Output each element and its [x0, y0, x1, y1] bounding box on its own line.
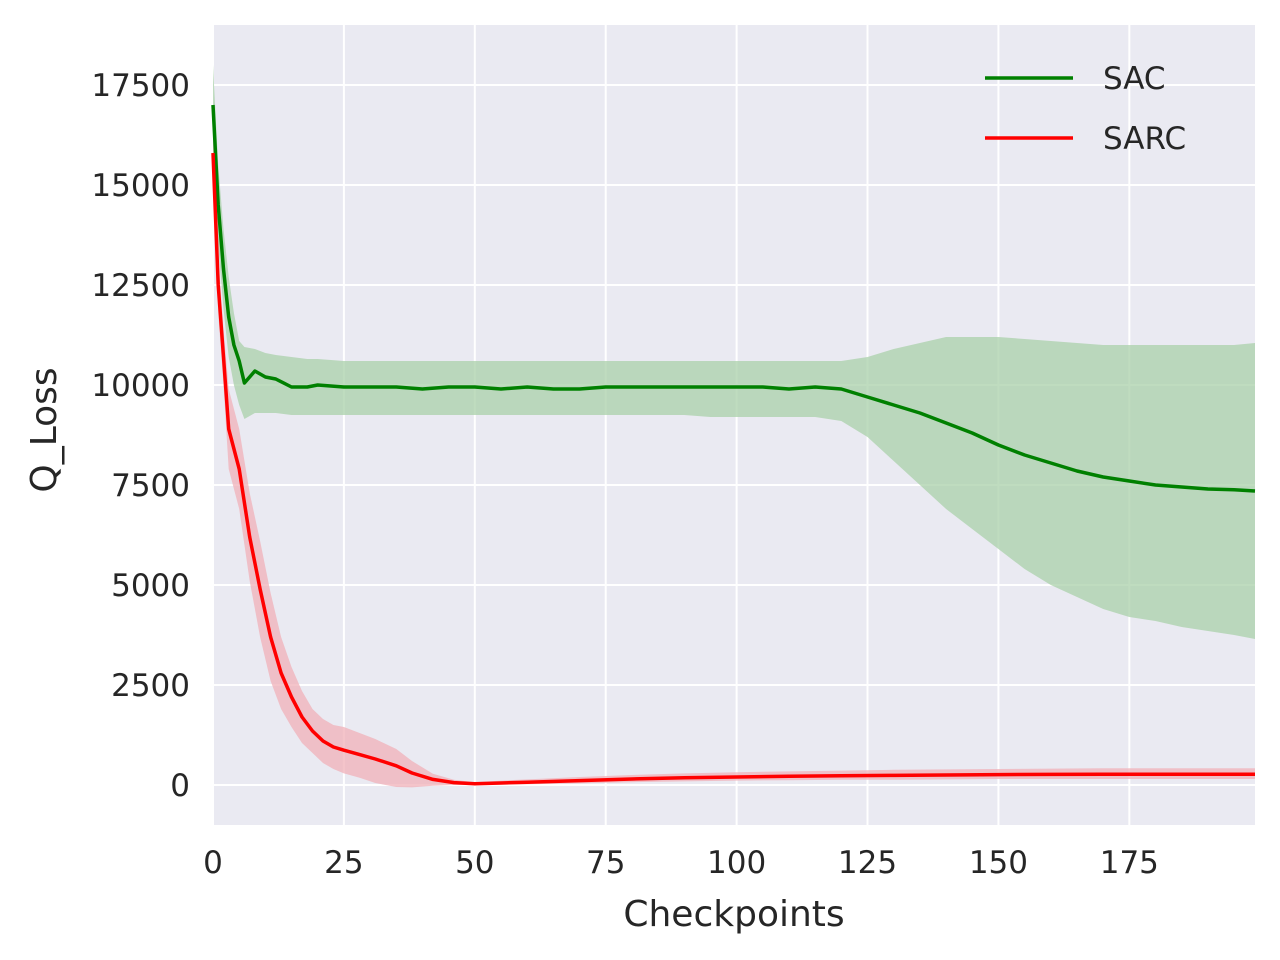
- sac-confidence-band: [213, 65, 1255, 639]
- y-tick-label: 15000: [91, 168, 190, 204]
- sarc-legend-label: SARC: [1103, 121, 1186, 157]
- y-tick-label: 7500: [111, 468, 190, 504]
- sac-legend-label: SAC: [1103, 61, 1166, 97]
- y-tick-labels: 0 2500 5000 7500 10000 12500 15000 17500: [91, 68, 190, 804]
- y-tick-label: 2500: [111, 668, 190, 704]
- x-tick-label: 175: [1100, 845, 1159, 881]
- y-tick-label: 5000: [111, 568, 190, 604]
- x-tick-label: 25: [324, 845, 363, 881]
- sac-line: [211, 104, 1256, 493]
- legend: SAC SARC: [985, 61, 1186, 157]
- x-tick-label: 50: [455, 845, 494, 881]
- y-axis-title: Q_Loss: [24, 367, 65, 492]
- x-tick-label: 125: [838, 845, 897, 881]
- y-tick-label: 12500: [91, 268, 190, 304]
- sarc-line: [211, 152, 1255, 786]
- x-tick-label: 100: [707, 845, 766, 881]
- x-tick-labels: 0 25 50 75 100 125 150 175: [203, 845, 1159, 881]
- y-tick-label: 10000: [91, 368, 190, 404]
- y-tick-label: 0: [170, 768, 190, 804]
- series-lines: [211, 104, 1256, 786]
- x-tick-label: 150: [969, 845, 1028, 881]
- confidence-bands: [213, 65, 1255, 788]
- sarc-confidence-band: [213, 137, 1255, 788]
- y-tick-label: 17500: [91, 68, 190, 104]
- x-tick-label: 75: [586, 845, 625, 881]
- x-axis-title: Checkpoints: [623, 894, 844, 935]
- x-tick-label: 0: [203, 845, 223, 881]
